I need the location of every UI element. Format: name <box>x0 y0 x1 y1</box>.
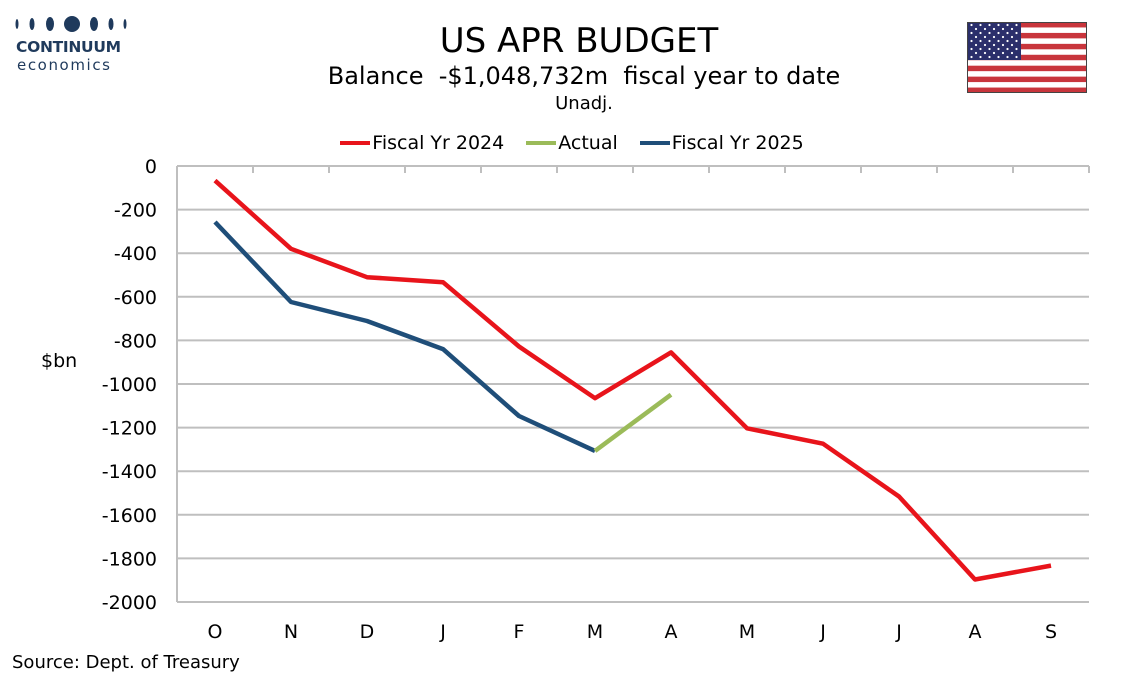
chart-subtitle: Balance -$1,048,732m fiscal year to date <box>327 62 841 90</box>
y-tick-label: -200 <box>114 200 157 222</box>
y-tick-label: 0 <box>145 156 157 178</box>
y-axis-label: $bn <box>41 350 78 372</box>
x-tick-label: M <box>587 621 603 643</box>
series-line-fy2024 <box>213 178 1052 582</box>
chart-subtitle-unadjusted: Unadj. <box>555 93 613 114</box>
us-flag-icon <box>967 22 1087 93</box>
legend-label-fy2025: Fiscal Yr 2025 <box>671 132 804 154</box>
y-tick-label: -1200 <box>102 418 157 440</box>
x-tick-label: M <box>739 621 755 643</box>
source-note: Source: Dept. of Treasury <box>12 652 240 673</box>
x-tick-label: J <box>819 621 826 643</box>
legend-label-fy2024: Fiscal Yr 2024 <box>372 132 505 154</box>
continuum-logo: CONTINUUM economics <box>14 14 144 76</box>
logo-name: CONTINUUM <box>16 38 121 56</box>
series-line-fy2025 <box>213 220 596 453</box>
x-tick-label: J <box>439 621 446 643</box>
y-tick-label: -600 <box>114 287 157 309</box>
x-tick-label: N <box>284 621 298 643</box>
x-tick-label: D <box>360 621 375 643</box>
y-tick-label: -400 <box>114 243 157 265</box>
y-tick-label: -1400 <box>102 461 157 483</box>
y-tick-label: -1600 <box>102 505 157 527</box>
x-tick-label: J <box>895 621 902 643</box>
y-tick-label: -800 <box>114 330 157 352</box>
legend-swatch-fy2025 <box>639 141 670 145</box>
x-tick-label: S <box>1045 621 1057 643</box>
y-tick-label: -2000 <box>102 592 157 614</box>
x-tick-label: F <box>514 621 525 643</box>
legend-item-actual: Actual <box>526 132 618 154</box>
series-line-actual <box>593 392 673 453</box>
logo-subtitle: economics <box>17 56 112 74</box>
legend-swatch-actual <box>526 141 557 145</box>
x-tick-label: A <box>665 621 678 643</box>
chart-legend: Fiscal Yr 2024 Actual Fiscal Yr 2025 <box>0 132 1134 154</box>
x-tick-label: A <box>969 621 982 643</box>
legend-item-fy2024: Fiscal Yr 2024 <box>340 132 504 154</box>
y-tick-label: -1800 <box>102 548 157 570</box>
legend-swatch-fy2024 <box>340 141 371 145</box>
legend-label-actual: Actual <box>558 132 618 154</box>
logo-dots-icon <box>15 16 127 32</box>
y-tick-label: -1000 <box>102 374 157 396</box>
chart-title: US APR BUDGET <box>439 21 719 61</box>
legend-item-fy2025: Fiscal Yr 2025 <box>639 132 804 154</box>
x-tick-label: O <box>208 621 223 643</box>
